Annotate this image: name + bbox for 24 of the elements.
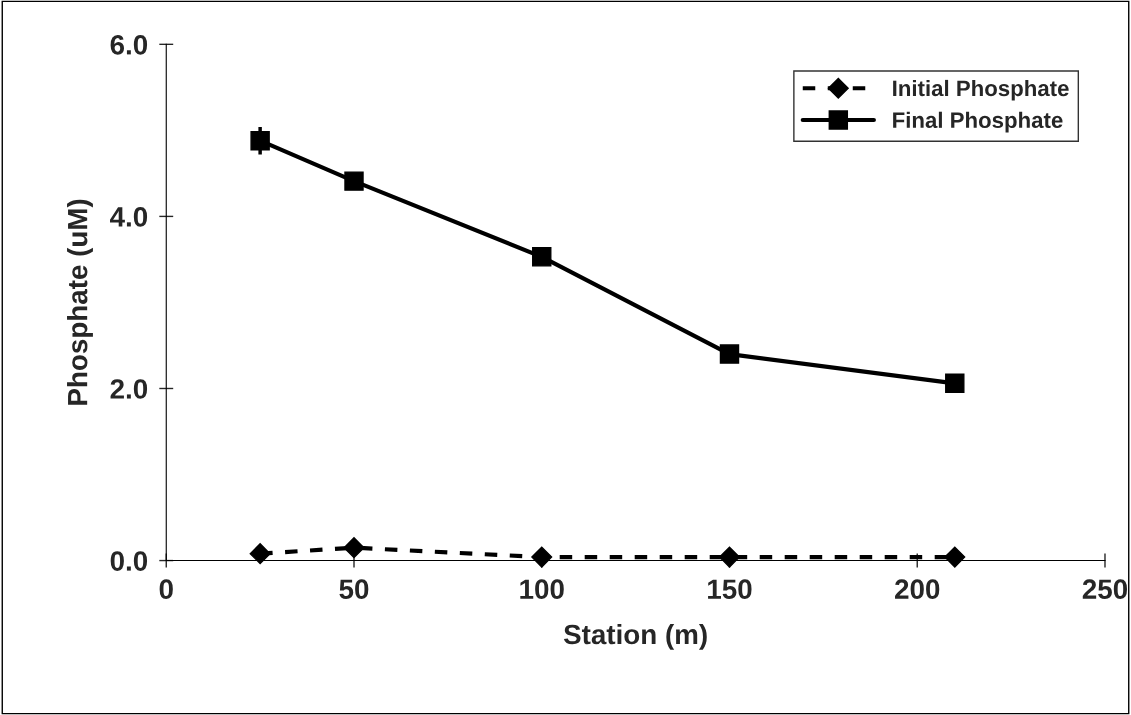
point — [531, 546, 553, 568]
y-axis-title: Phosphate (uM) — [67, 199, 93, 405]
point — [249, 543, 271, 565]
x-tick-label: 0 — [159, 579, 173, 600]
x-tick-label: 100 — [520, 579, 564, 600]
point — [250, 130, 270, 151]
point — [719, 344, 740, 364]
legend-label: Final Phosphate — [893, 111, 1063, 133]
x-tick-label: 200 — [895, 579, 940, 600]
y-tick-label: 2.0 — [110, 379, 148, 399]
y-tick-label: 0.0 — [110, 551, 148, 571]
legend-label: Initial Phosphate — [893, 79, 1069, 101]
x-axis-title: Station (m) — [563, 623, 707, 650]
y-tick-label: 4.0 — [110, 207, 148, 227]
point — [945, 373, 965, 394]
x-tick-label: 250 — [1082, 579, 1128, 600]
x-tick-label: 150 — [708, 579, 752, 600]
x-tick-label: 50 — [339, 579, 369, 600]
point — [344, 171, 364, 191]
point — [944, 546, 966, 568]
point — [718, 546, 741, 568]
point — [343, 537, 365, 559]
point — [532, 247, 552, 267]
y-tick-label: 6.0 — [110, 35, 148, 55]
